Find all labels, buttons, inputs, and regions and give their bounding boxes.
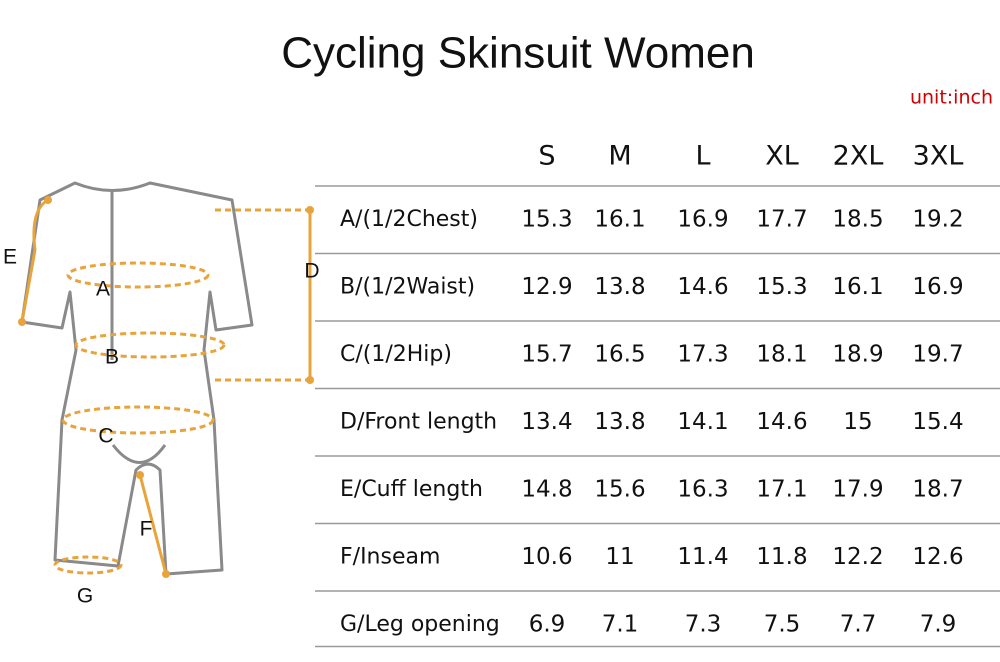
cell: 15.3 xyxy=(756,274,807,300)
diagram-label: D xyxy=(304,260,319,283)
cell: 14.1 xyxy=(677,409,728,435)
cell: 6.9 xyxy=(529,611,566,637)
cell: 15 xyxy=(843,409,872,435)
column-header: M xyxy=(608,141,631,172)
cell: 18.7 xyxy=(912,476,963,502)
diagram-label: B xyxy=(105,346,119,369)
row-label: B/(1/2Waist) xyxy=(340,274,475,299)
cell: 14.8 xyxy=(521,476,572,502)
cell: 16.1 xyxy=(832,274,883,300)
cell: 16.5 xyxy=(594,341,645,367)
diagram-label: A xyxy=(96,278,110,301)
column-header: L xyxy=(695,141,710,172)
cell: 17.3 xyxy=(677,341,728,367)
column-header: 3XL xyxy=(913,141,964,172)
cell: 16.9 xyxy=(912,274,963,300)
cell: 19.7 xyxy=(912,341,963,367)
unit: unit:inch xyxy=(910,87,993,109)
cell: 17.7 xyxy=(756,206,807,232)
cell: 11 xyxy=(605,544,634,570)
title: Cycling Skinsuit Women xyxy=(281,29,755,78)
cell: 10.6 xyxy=(521,544,572,570)
row-label: C/(1/2Hip) xyxy=(340,342,452,367)
cell: 13.4 xyxy=(521,409,572,435)
column-header: 2XL xyxy=(833,141,884,172)
diagram-label: E xyxy=(3,246,17,269)
cell: 17.1 xyxy=(756,476,807,502)
diagram-label: G xyxy=(77,585,93,608)
diagram-label: F xyxy=(140,518,153,541)
skinsuit-diagram xyxy=(18,181,314,578)
row-label: A/(1/2Chest) xyxy=(340,207,478,232)
cell: 11.8 xyxy=(756,544,807,570)
cell: 7.3 xyxy=(685,611,722,637)
row-label: D/Front length xyxy=(340,409,497,434)
cell: 7.9 xyxy=(920,611,957,637)
cell: 13.8 xyxy=(594,274,645,300)
cell: 15.4 xyxy=(912,409,963,435)
cell: 16.3 xyxy=(677,476,728,502)
cell: 12.6 xyxy=(912,544,963,570)
row-label: G/Leg opening xyxy=(340,612,500,637)
column-header: S xyxy=(538,141,555,172)
cell: 13.8 xyxy=(594,409,645,435)
cell: 14.6 xyxy=(677,274,728,300)
cell: 7.1 xyxy=(602,611,639,637)
cell: 15.6 xyxy=(594,476,645,502)
cell: 16.9 xyxy=(677,206,728,232)
cell: 7.5 xyxy=(764,611,801,637)
column-header: XL xyxy=(765,141,799,172)
cell: 7.7 xyxy=(840,611,877,637)
cell: 12.2 xyxy=(832,544,883,570)
cell: 18.9 xyxy=(832,341,883,367)
cell: 11.4 xyxy=(677,544,728,570)
cell: 19.2 xyxy=(912,206,963,232)
cell: 15.7 xyxy=(521,341,572,367)
cell: 15.3 xyxy=(521,206,572,232)
cell: 16.1 xyxy=(594,206,645,232)
cell: 14.6 xyxy=(756,409,807,435)
cell: 12.9 xyxy=(521,274,572,300)
row-label: F/Inseam xyxy=(340,544,440,569)
cell: 18.5 xyxy=(832,206,883,232)
cell: 17.9 xyxy=(832,476,883,502)
diagram-label: C xyxy=(98,425,113,448)
cell: 18.1 xyxy=(756,341,807,367)
row-label: E/Cuff length xyxy=(340,477,483,502)
